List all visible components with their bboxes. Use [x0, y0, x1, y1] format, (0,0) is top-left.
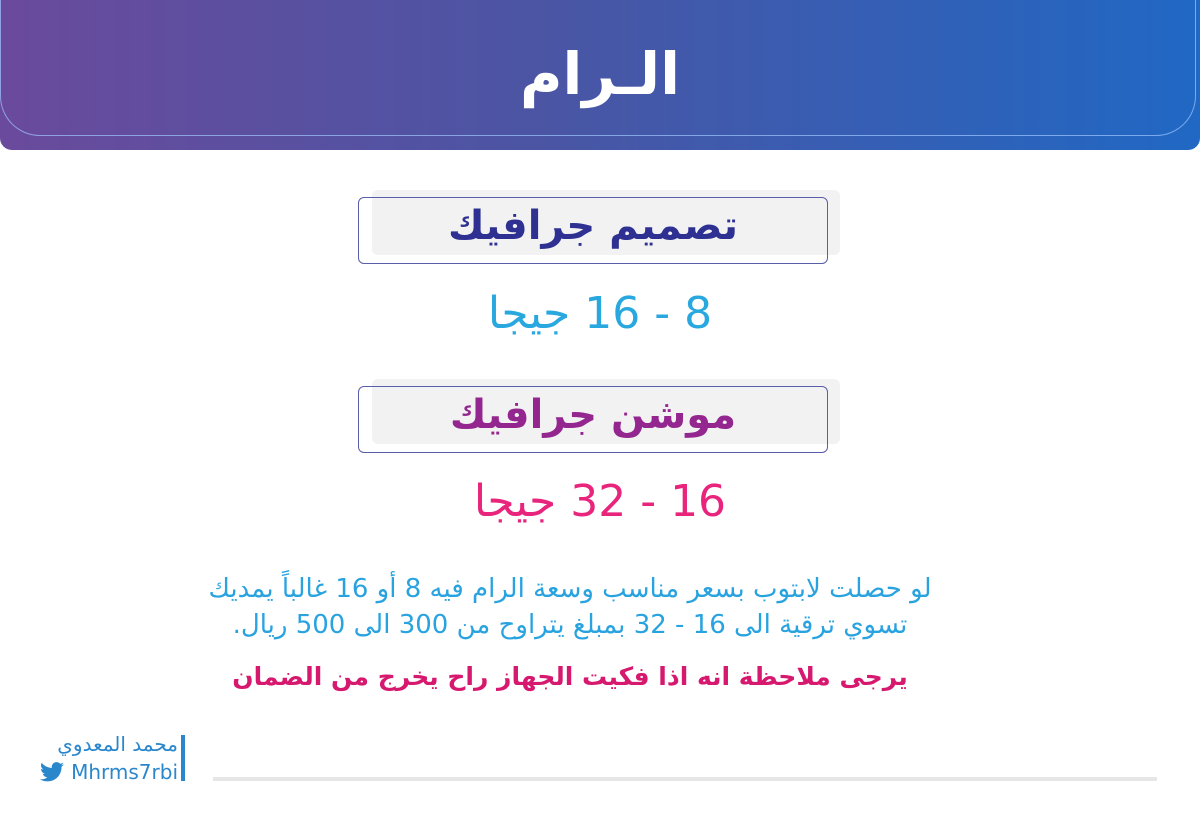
author-handle-row: Mhrms7rbi [30, 760, 178, 784]
author-credit: محمد المعدوي Mhrms7rbi [30, 732, 178, 784]
paragraph-line-2: تسوي ترقية الى 16 - 32 بمبلغ يتراوح من 3… [232, 610, 908, 640]
header-outline [0, 0, 1196, 136]
section-label: تصميم جرافيك [447, 203, 739, 249]
header-banner: الـرام [0, 0, 1200, 150]
card-background [372, 379, 840, 444]
section-value: 8 - 16 جيجا [487, 288, 713, 339]
divider-vertical [181, 735, 185, 781]
section-card-motion-graphics: موشن جرافيك [358, 379, 840, 453]
divider-horizontal [213, 777, 1157, 781]
card-frame [358, 386, 828, 453]
section-value: 16 - 32 جيجا [473, 476, 727, 527]
page-title: الـرام [520, 40, 680, 108]
twitter-bird-icon [40, 762, 65, 782]
card-frame [358, 197, 828, 264]
card-background [372, 190, 840, 255]
paragraph-line-1: لو حصلت لابتوب بسعر مناسب وسعة الرام فيه… [208, 574, 932, 604]
author-handle: Mhrms7rbi [71, 760, 178, 784]
section-card-graphic-design: تصميم جرافيك [358, 190, 840, 264]
author-name: محمد المعدوي [57, 732, 178, 756]
warranty-note: يرجى ملاحظة انه اذا فكيت الجهاز راح يخرج… [232, 662, 908, 691]
section-label: موشن جرافيك [449, 392, 737, 438]
